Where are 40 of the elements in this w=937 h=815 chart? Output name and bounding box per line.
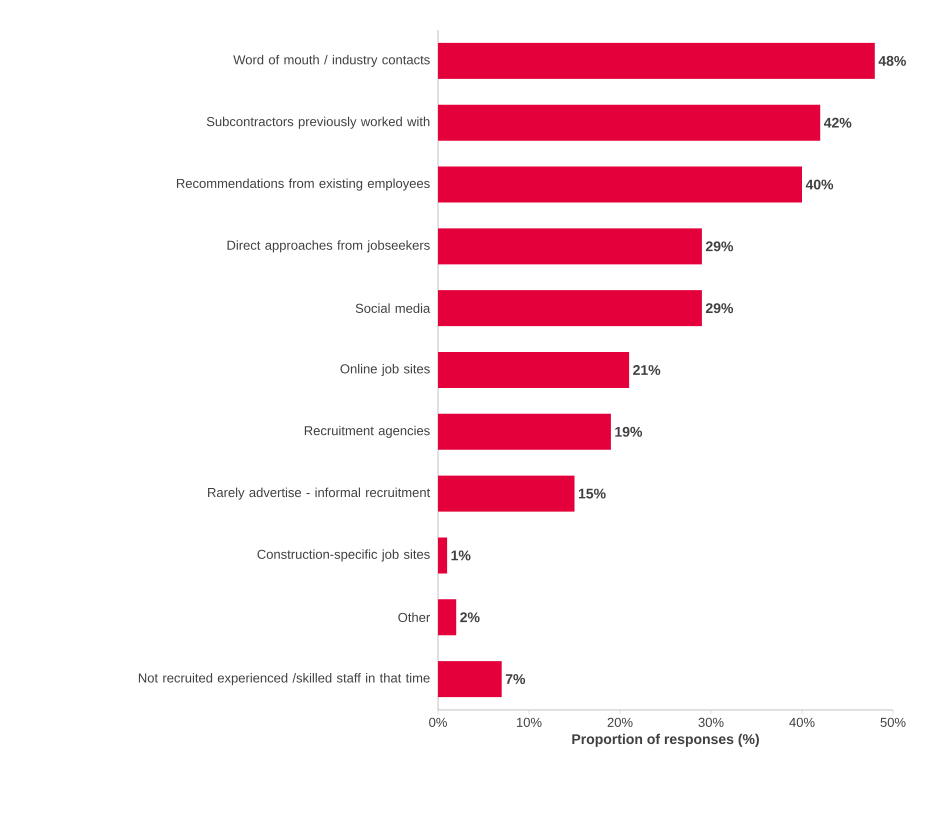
y-tick-label: Online job sites xyxy=(340,364,430,376)
bar xyxy=(438,290,702,326)
bar xyxy=(438,414,611,450)
x-tick-label: 0% xyxy=(429,718,447,727)
data-label: 7% xyxy=(506,674,526,684)
bar xyxy=(438,166,802,203)
y-tick-label: Word of mouth / industry contacts xyxy=(233,54,430,67)
bar xyxy=(438,42,875,79)
x-tick-label: 50% xyxy=(880,718,906,727)
bar xyxy=(438,661,502,698)
y-tick-label: Other xyxy=(398,612,430,622)
y-tick-label: Recruitment agencies xyxy=(304,426,430,438)
x-tick-label: 30% xyxy=(698,718,724,727)
x-tick-label: 40% xyxy=(789,718,815,727)
x-axis-title: Proportion of responses (%) xyxy=(572,734,759,747)
data-label: 21% xyxy=(633,365,660,375)
data-label: 2% xyxy=(460,612,480,622)
data-label: 42% xyxy=(824,118,852,128)
y-tick-label: Rarely advertise - informal recruitment xyxy=(208,488,430,500)
data-label: 29% xyxy=(706,241,734,252)
y-tick-label: Construction-specific job sites xyxy=(257,549,430,562)
x-tick-label: 20% xyxy=(608,718,633,727)
y-tick-label: Recommendations from existing employees xyxy=(176,178,430,191)
x-tick-label: 10% xyxy=(516,718,542,727)
y-tick-label: Not recruited experienced /skilled staff in that time xyxy=(138,673,430,686)
data-label: 29% xyxy=(706,303,734,314)
y-tick-label: Direct approaches from jobseekers xyxy=(228,240,430,252)
bar xyxy=(438,228,702,264)
y-tick-label: Social media xyxy=(356,303,430,313)
bar xyxy=(438,476,575,512)
bar xyxy=(438,104,820,141)
bar xyxy=(438,537,448,574)
data-label: 15% xyxy=(578,488,606,499)
data-label: 48% xyxy=(878,56,906,66)
bar xyxy=(438,599,456,636)
data-label: 40% xyxy=(806,180,834,190)
data-label: 1% xyxy=(452,550,470,560)
bar xyxy=(438,352,630,388)
data-label: 19% xyxy=(615,426,642,437)
y-tick-label: Subcontractors previously worked with xyxy=(206,116,430,129)
